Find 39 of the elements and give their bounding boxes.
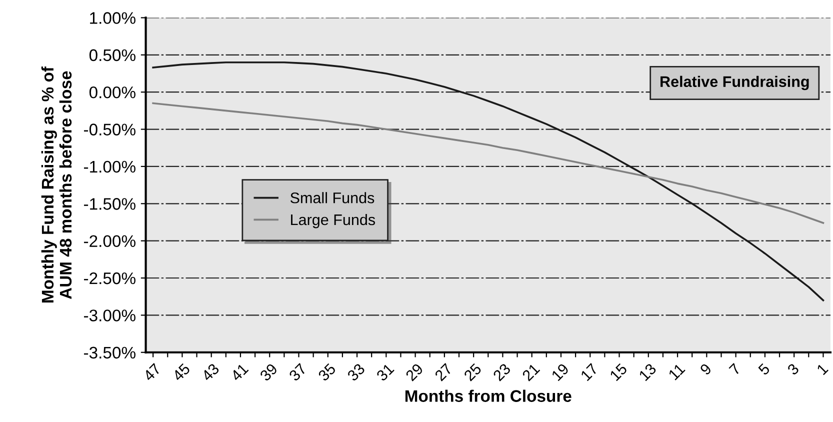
y-tick-label: -3.00% — [84, 310, 136, 322]
x-tick-label: 31 — [376, 362, 395, 382]
y-tick-label: 0.50% — [89, 49, 136, 62]
x-axis-title: Months from Closure — [405, 390, 572, 402]
x-tick-label: 41 — [230, 363, 249, 382]
x-tick-label: 45 — [172, 362, 191, 382]
legend-label: Large Funds — [291, 214, 376, 228]
y-tick-label: -3.50% — [84, 346, 136, 359]
x-tick-label: 1 — [816, 363, 828, 376]
x-tick-label: 43 — [200, 362, 220, 382]
y-tick-label: -1.50% — [84, 198, 136, 210]
x-tick-label: 37 — [288, 362, 308, 382]
x-tick-label: 7 — [728, 363, 742, 376]
y-tick-label: -1.00% — [84, 160, 136, 173]
x-tick-label: 9 — [699, 362, 712, 376]
x-tick-label: 19 — [551, 362, 570, 382]
annotation: Relative Fundraising — [660, 76, 809, 90]
x-tick-label: 39 — [259, 362, 278, 382]
x-tick-label: 23 — [492, 362, 512, 382]
y-axis-title: Monthly Fund Raising as % of AUM 48 months before close — [41, 66, 72, 302]
x-tick-label: 17 — [580, 363, 598, 382]
x-tick-label: 5 — [758, 362, 770, 376]
x-tick-label: 27 — [434, 362, 453, 382]
y-tick-label: 0.00% — [89, 86, 136, 98]
y-tick-label: -2.50% — [84, 272, 136, 284]
x-tick-label: 35 — [318, 362, 336, 382]
x-tick-label: 15 — [609, 362, 628, 382]
y-tick-label: -0.50% — [84, 124, 136, 136]
x-tick-label: 29 — [405, 362, 424, 382]
y-tick-label: 1.00% — [90, 12, 136, 24]
legend-label: Small Funds — [290, 192, 374, 204]
x-tick-label: 47 — [142, 363, 162, 382]
x-tick-label: 11 — [668, 363, 686, 380]
x-tick-label: 3 — [786, 362, 800, 376]
x-tick-label: 21 — [522, 362, 540, 382]
y-tick-label: -2.00% — [84, 235, 136, 248]
x-tick-label: 33 — [346, 362, 366, 382]
x-tick-label: 13 — [638, 362, 657, 382]
x-tick-label: 25 — [463, 362, 482, 382]
